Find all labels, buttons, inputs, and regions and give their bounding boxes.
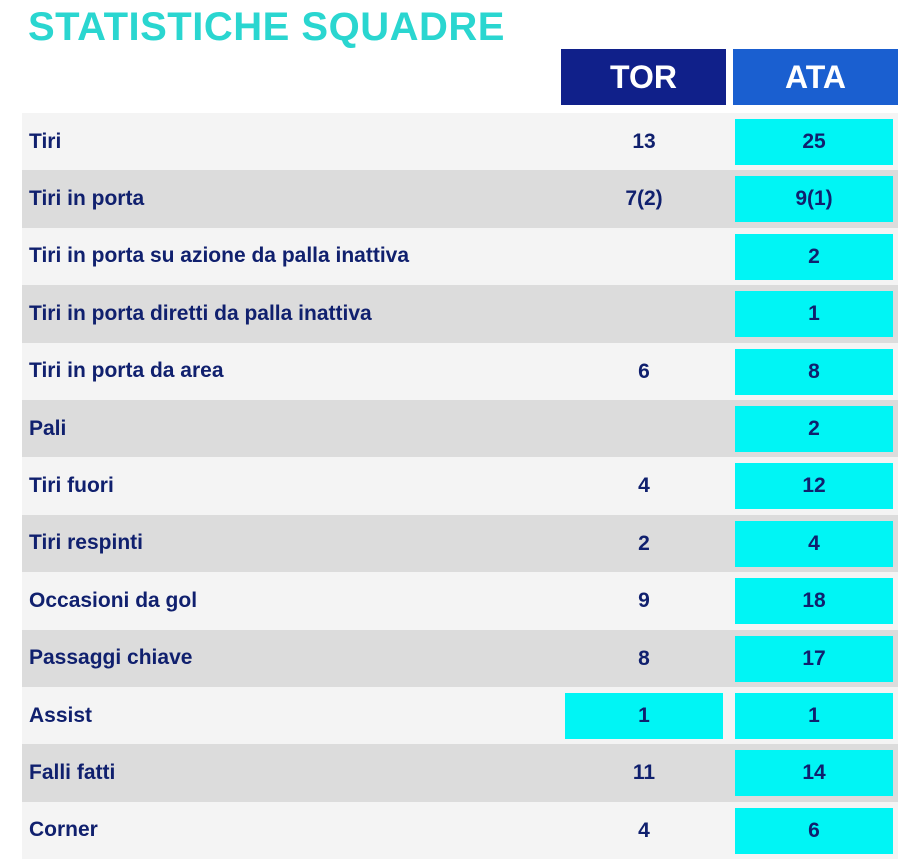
stat-value-home bbox=[565, 406, 723, 452]
stat-value-away: 12 bbox=[735, 463, 893, 510]
stat-row: Tiri in porta 7(2) 9(1) bbox=[22, 170, 898, 228]
stat-label: Tiri bbox=[29, 129, 62, 153]
stat-label: Assist bbox=[29, 703, 93, 727]
stat-value-home: 8 bbox=[638, 646, 650, 670]
stat-row: Corner 4 6 bbox=[22, 801, 898, 859]
stat-label: Tiri respinti bbox=[29, 531, 143, 555]
stat-value-home: 2 bbox=[638, 531, 650, 555]
stat-value-home bbox=[565, 234, 723, 280]
stat-row: Tiri 13 25 bbox=[22, 113, 898, 171]
stat-row: Passaggi chiave 8 17 bbox=[22, 629, 898, 687]
stat-value-home: 4 bbox=[638, 818, 650, 842]
stat-label: Pali bbox=[29, 416, 67, 440]
stat-row: Tiri in porta su azione da palla inattiv… bbox=[22, 227, 898, 286]
stat-label: Tiri fuori bbox=[29, 474, 114, 498]
stat-value-away: 25 bbox=[735, 119, 893, 165]
stat-label: Occasioni da gol bbox=[29, 588, 198, 612]
stat-row: Pali 2 bbox=[22, 399, 898, 458]
stat-value-away: 2 bbox=[735, 233, 893, 280]
stat-value-away: 8 bbox=[735, 348, 893, 395]
stat-label: Passaggi chiave bbox=[29, 646, 193, 670]
stat-label: Tiri in porta bbox=[29, 187, 145, 211]
stat-value-home: 11 bbox=[632, 761, 656, 785]
stat-value-away: 2 bbox=[735, 405, 893, 452]
stat-label: Tiri in porta da area bbox=[29, 359, 224, 383]
stat-value-home: 6 bbox=[638, 359, 650, 383]
stat-row: Assist 1 1 bbox=[22, 686, 898, 745]
stat-value-home: 9 bbox=[638, 589, 650, 613]
stat-label: Falli fatti bbox=[29, 760, 116, 784]
stat-value-home: 1 bbox=[565, 692, 723, 739]
page-title: STATISTICHE SQUADRE bbox=[28, 5, 505, 49]
stat-label: Corner bbox=[29, 818, 98, 842]
stat-label: Tiri in porta diretti da palla inattiva bbox=[29, 301, 372, 325]
stat-value-away: 4 bbox=[735, 520, 893, 567]
stat-row: Tiri respinti 2 4 bbox=[22, 514, 898, 573]
stat-value-away: 14 bbox=[735, 750, 893, 797]
stat-row: Falli fatti 11 14 bbox=[22, 744, 898, 802]
stat-value-away: 6 bbox=[735, 807, 893, 854]
stat-row: Tiri in porta da area 6 8 bbox=[22, 342, 898, 400]
stat-value-away: 1 bbox=[735, 291, 893, 338]
stat-value-away: 17 bbox=[735, 635, 893, 682]
stats-table: Tiri 13 25 Tiri in porta 7(2) 9(1) Tiri in por… bbox=[22, 113, 898, 859]
stat-value-home: 7(2) bbox=[625, 187, 663, 211]
stat-row: Tiri fuori 4 12 bbox=[22, 457, 898, 515]
stat-value-home: 4 bbox=[638, 474, 650, 498]
stat-value-home: 13 bbox=[632, 130, 656, 153]
stat-value-away: 18 bbox=[735, 578, 893, 625]
stat-label: Tiri in porta su azione da palla inattiv… bbox=[29, 244, 410, 268]
stat-row: Tiri in porta diretti da palla inattiva 1 bbox=[22, 285, 898, 343]
stat-value-home bbox=[565, 291, 723, 337]
stat-value-away: 1 bbox=[735, 692, 893, 739]
team-header-home: TOR bbox=[561, 49, 726, 105]
team-header-away: ATA bbox=[733, 49, 898, 105]
stat-value-away: 9(1) bbox=[735, 176, 893, 223]
stat-row: Occasioni da gol 9 18 bbox=[22, 572, 898, 630]
